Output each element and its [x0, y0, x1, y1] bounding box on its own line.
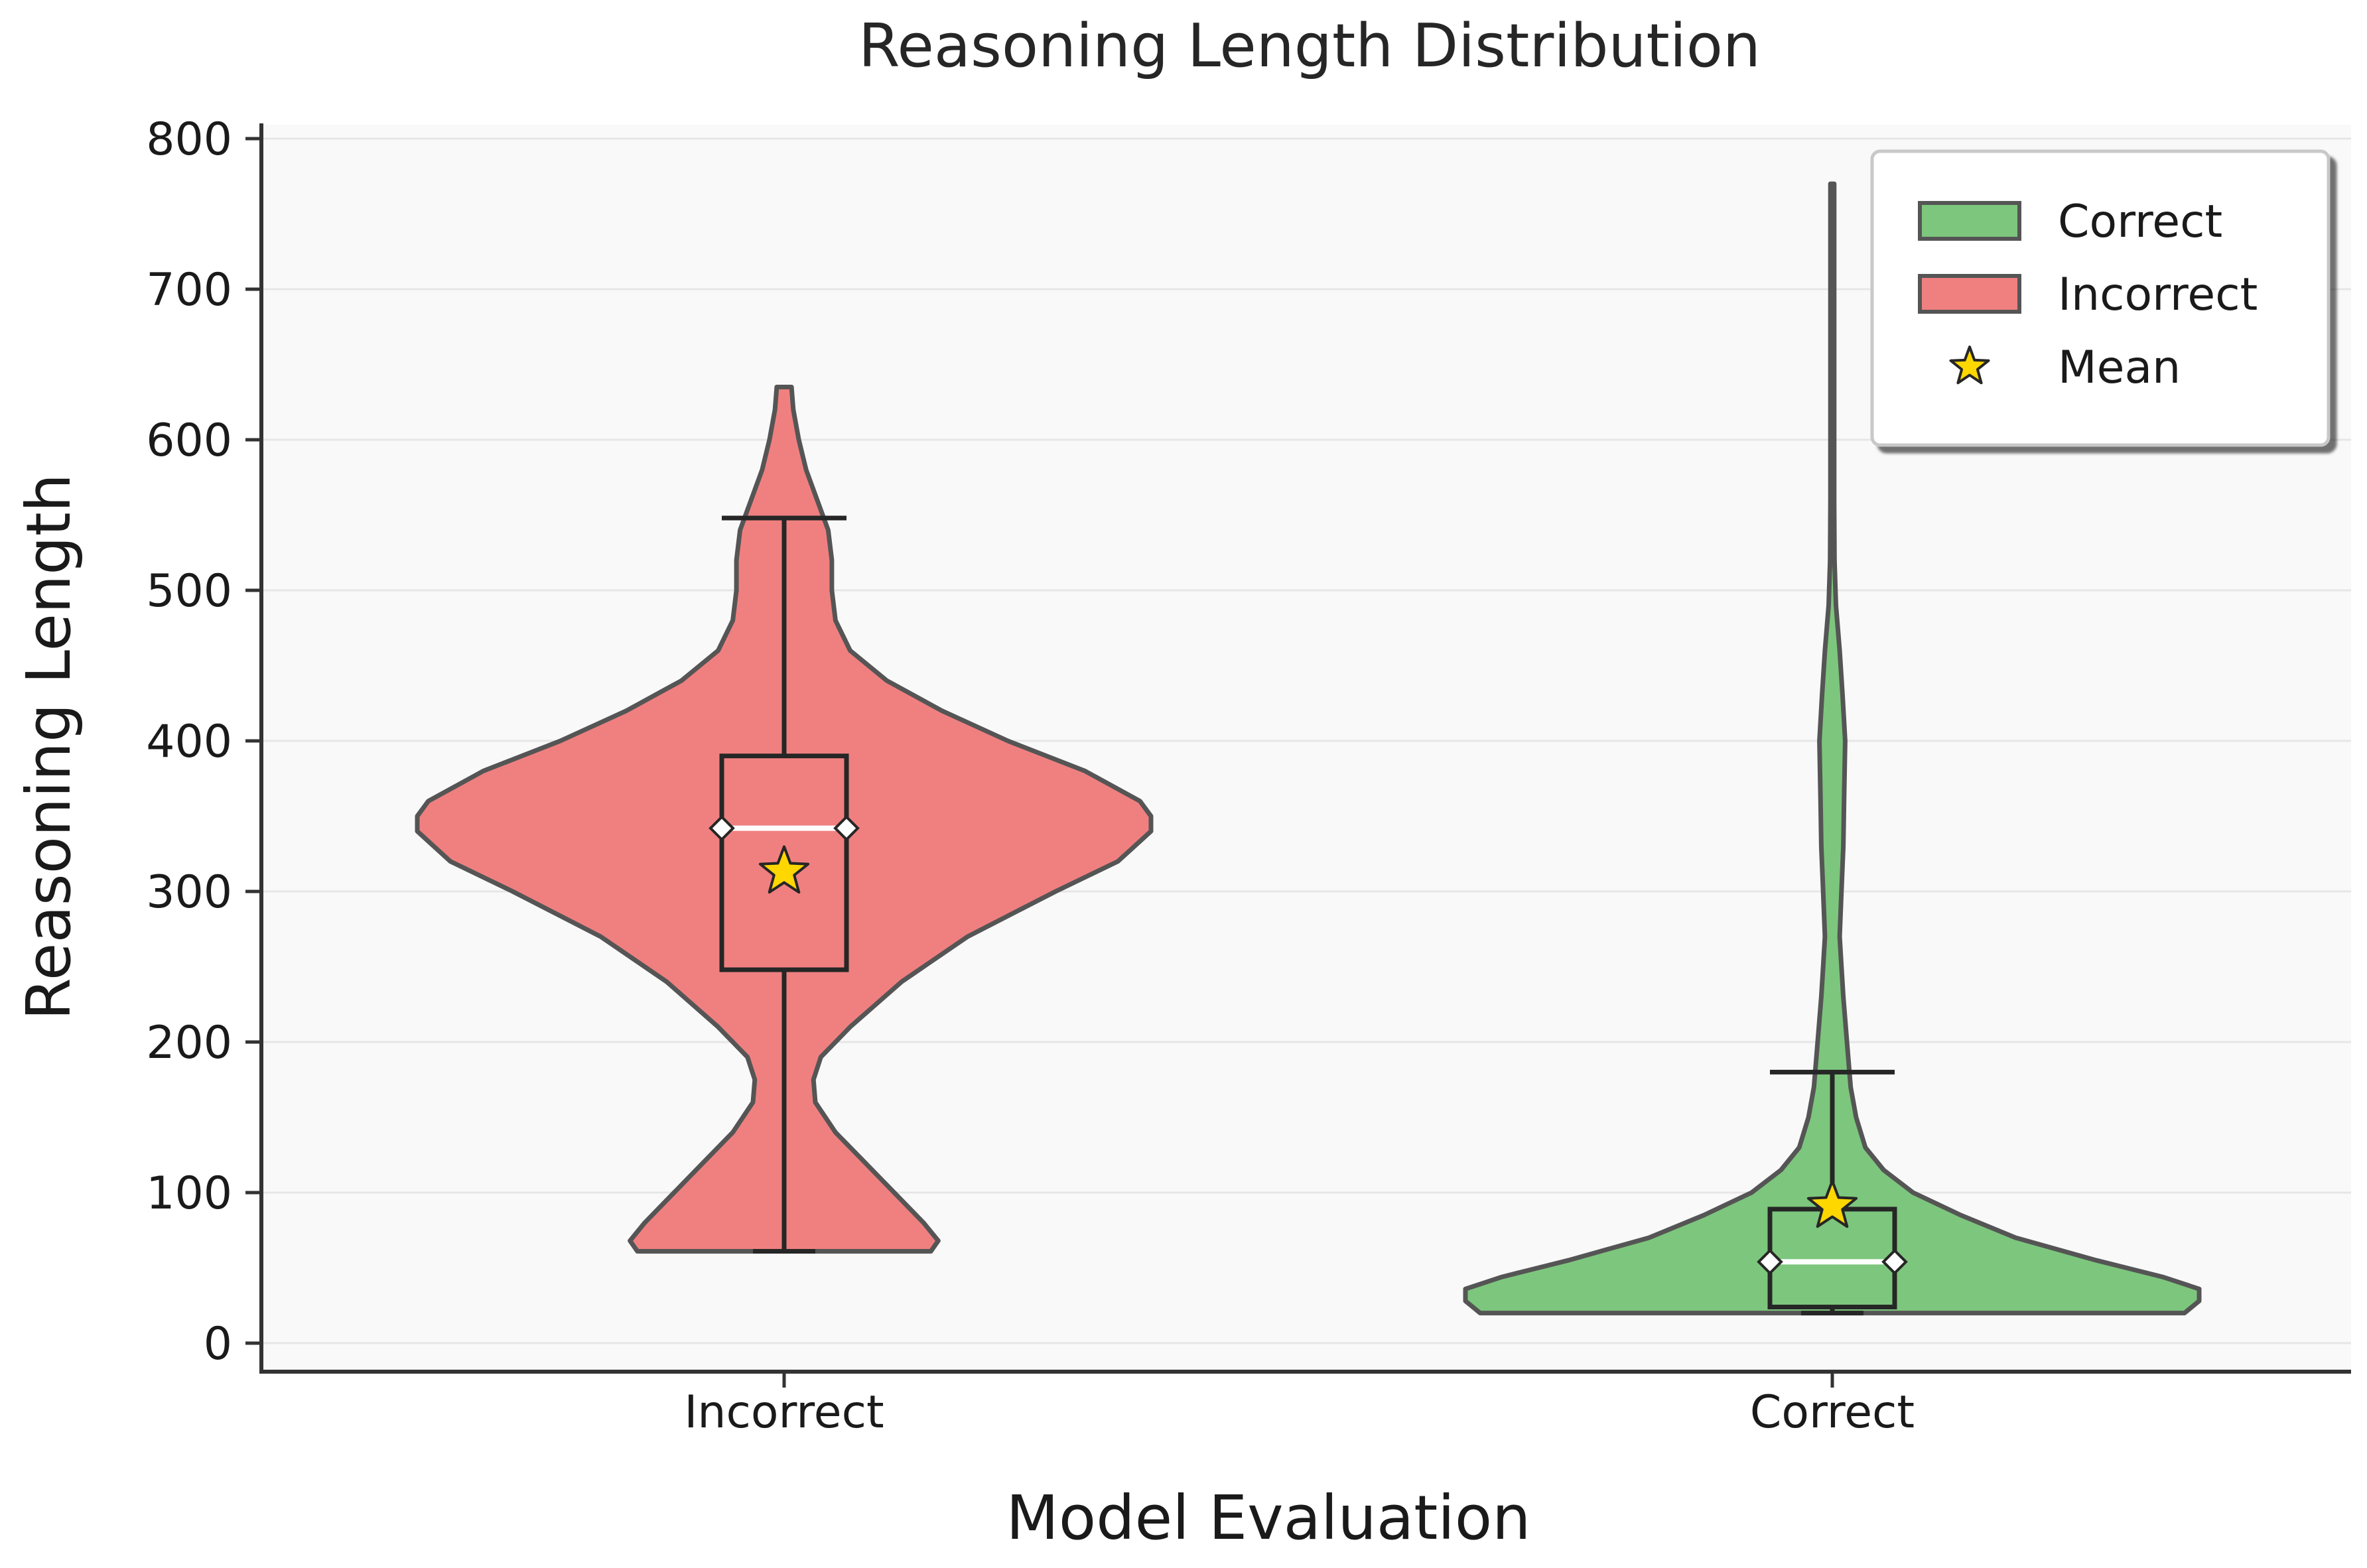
violin-body-correct — [1463, 181, 2202, 1316]
violin-incorrect — [415, 385, 1154, 1254]
median-marker-left — [1757, 1248, 1783, 1275]
x-tick-label-correct: Correct — [1750, 1386, 1915, 1439]
legend-label-incorrect: Incorrect — [2058, 269, 2258, 321]
x-axis-ticks: Incorrect Correct — [684, 1372, 1915, 1439]
y-tick-label: 500 — [146, 565, 232, 618]
x-axis-title: Model Evaluation — [1006, 1482, 1531, 1553]
legend-swatch-correct — [1918, 201, 2021, 241]
median-marker-right — [1881, 1248, 1908, 1275]
median-marker-right — [833, 815, 860, 842]
y-tick-label: 400 — [146, 716, 232, 768]
y-tick-label: 700 — [146, 264, 232, 316]
y-tick-label: 600 — [146, 415, 232, 467]
median-marker-left — [709, 815, 735, 842]
legend-swatch-mean — [1949, 346, 1990, 385]
iqr-box — [719, 753, 849, 972]
mean-star — [1806, 1179, 1858, 1228]
x-tick-label-incorrect: Incorrect — [684, 1386, 884, 1439]
violin-body-incorrect — [415, 385, 1154, 1254]
violin-correct — [1463, 181, 2202, 1316]
y-tick-label: 200 — [146, 1017, 232, 1069]
legend-label-correct: Correct — [2058, 196, 2222, 248]
y-axis-title: Reasoning Length — [13, 474, 84, 1020]
legend-items: Correct Incorrect Mean — [1918, 196, 2258, 394]
y-axis-ticks: 0 100 200 300 400 500 600 700 800 — [146, 113, 261, 1370]
y-tick-label: 800 — [146, 113, 232, 166]
y-tick-label: 0 — [204, 1318, 232, 1370]
legend-label-mean: Mean — [2058, 342, 2181, 394]
chart-title: Reasoning Length Distribution — [858, 11, 1761, 81]
y-tick-label: 300 — [146, 866, 232, 919]
mean-star — [758, 845, 810, 894]
y-tick-label: 100 — [146, 1167, 232, 1220]
violins — [415, 181, 2202, 1316]
legend-swatch-incorrect — [1918, 274, 2021, 314]
legend: Correct Incorrect Mean — [1870, 149, 2331, 447]
